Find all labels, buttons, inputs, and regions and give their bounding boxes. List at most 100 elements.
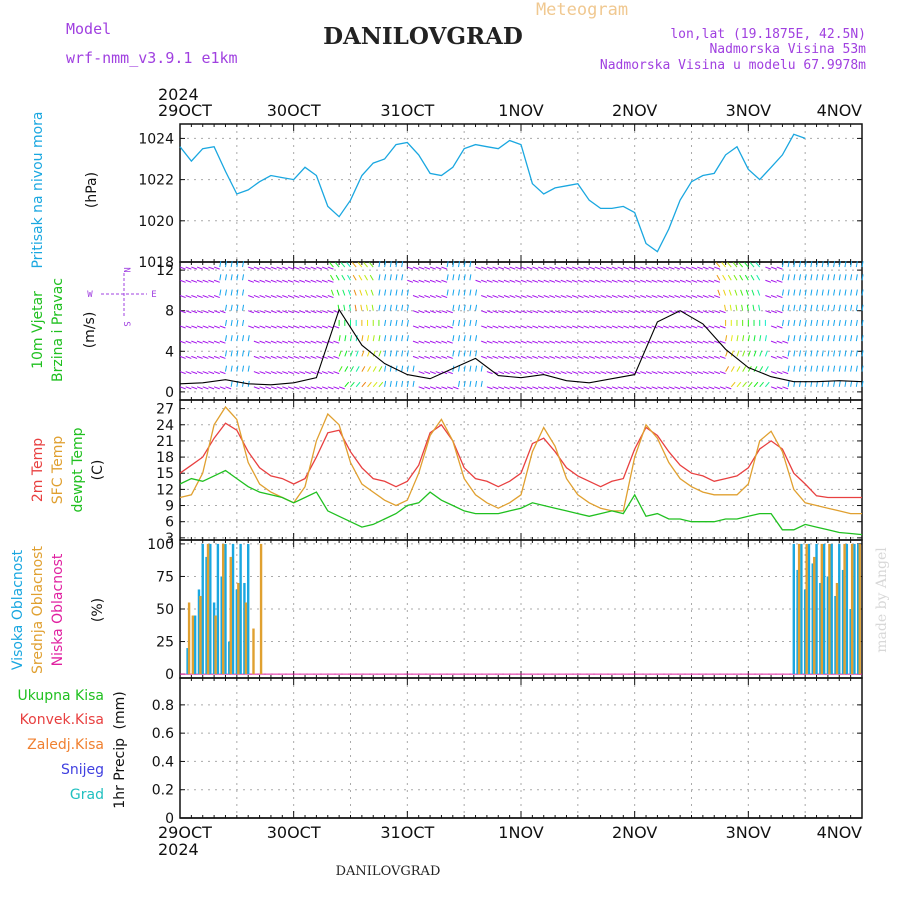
wind-barb bbox=[623, 340, 630, 344]
wind-barb bbox=[850, 289, 853, 296]
wind-barb bbox=[537, 295, 544, 299]
wind-barb bbox=[418, 386, 425, 390]
cloud-high-bar bbox=[228, 641, 231, 675]
wind-speed-line bbox=[179, 308, 863, 386]
wind-barb bbox=[668, 340, 675, 344]
wind-barb bbox=[844, 274, 847, 281]
wind-barb bbox=[747, 381, 753, 388]
wind-barb bbox=[486, 371, 493, 375]
wind-barb bbox=[276, 371, 283, 375]
wind-barb bbox=[526, 355, 533, 359]
wind-barb bbox=[617, 355, 624, 359]
wind-barb bbox=[418, 340, 425, 344]
precip-unit: (mm) bbox=[112, 691, 128, 729]
wind-barb bbox=[196, 325, 203, 329]
wind-barb bbox=[628, 325, 635, 329]
wind-barb bbox=[316, 355, 323, 359]
wind-barb bbox=[781, 289, 784, 296]
dewpt-line bbox=[179, 469, 863, 536]
pressure-line bbox=[179, 133, 806, 253]
wind-barb bbox=[781, 319, 784, 327]
wind-barb bbox=[537, 310, 544, 314]
wind-barb bbox=[481, 279, 488, 283]
y-tick-label: 0 bbox=[165, 667, 174, 683]
wind-barb bbox=[770, 355, 777, 359]
wind-barb bbox=[752, 304, 755, 311]
wind-barb bbox=[634, 266, 641, 270]
wind-barb bbox=[330, 289, 334, 296]
wind-barb bbox=[389, 304, 392, 311]
wind-barb bbox=[543, 325, 550, 329]
wind-barb bbox=[747, 366, 752, 372]
wind-barb bbox=[714, 279, 721, 283]
wind-barb bbox=[691, 371, 698, 375]
wind-barb bbox=[662, 295, 669, 299]
cloud-high-bar bbox=[220, 576, 223, 675]
wind-barb bbox=[861, 289, 864, 296]
wind-barb bbox=[816, 365, 819, 372]
wind-barb bbox=[844, 261, 847, 268]
footer-station-name: DANILOVGRAD bbox=[336, 864, 441, 879]
wind-barb bbox=[463, 304, 466, 311]
wind-barb bbox=[560, 279, 567, 283]
wind-barb bbox=[265, 325, 272, 329]
cloud-high-bar bbox=[197, 589, 201, 675]
y-tick-label: 50 bbox=[156, 602, 174, 618]
wind-barb bbox=[600, 266, 607, 270]
wind-barb bbox=[715, 262, 721, 268]
wind-barb bbox=[782, 386, 789, 390]
wind-barb bbox=[543, 386, 550, 390]
wind-barb bbox=[787, 304, 790, 311]
panels: 1018102010221024048123691215182124270255… bbox=[138, 123, 864, 827]
wind-barb bbox=[657, 355, 664, 359]
wind-barb bbox=[276, 310, 283, 314]
wind-barb bbox=[560, 295, 567, 299]
wind-barb bbox=[363, 262, 368, 268]
wind-barb bbox=[412, 266, 419, 270]
wind-barb bbox=[623, 266, 630, 270]
wind-barb bbox=[321, 310, 328, 314]
wind-barb bbox=[861, 274, 864, 281]
wind-barb bbox=[691, 279, 698, 283]
wind-barb bbox=[662, 266, 669, 270]
wind-barb bbox=[452, 335, 455, 342]
wind-barb bbox=[549, 386, 556, 390]
wind-barb bbox=[645, 355, 652, 359]
wind-barb bbox=[372, 335, 375, 342]
wind-barb bbox=[861, 319, 864, 327]
wind-barb bbox=[219, 261, 222, 268]
cloud-high-bar bbox=[834, 595, 837, 675]
wind-barb bbox=[304, 386, 311, 390]
time-axis-bottom: 29OCT 30OCT 31OCT 1NOV 2NOV 3NOV 4NOV bbox=[158, 823, 862, 842]
wind-barb bbox=[247, 365, 250, 372]
wind-barb bbox=[776, 340, 783, 344]
wind-barb bbox=[685, 325, 692, 329]
wind-barb bbox=[469, 261, 472, 268]
wind-barb bbox=[571, 325, 578, 329]
wind-barb bbox=[827, 365, 830, 372]
wind-barb bbox=[702, 279, 709, 283]
wind-barb bbox=[532, 279, 539, 283]
wind-barb bbox=[798, 365, 802, 372]
wind-barb bbox=[346, 262, 351, 268]
wind-barb bbox=[179, 310, 186, 314]
wind-barb bbox=[776, 310, 783, 314]
wind-barb bbox=[185, 340, 192, 344]
wind-barb bbox=[361, 381, 367, 388]
wind-barb bbox=[702, 340, 709, 344]
wind-barb bbox=[515, 266, 522, 270]
wind-barb bbox=[787, 335, 790, 342]
wind-barb bbox=[520, 279, 527, 283]
wind-barb bbox=[224, 261, 228, 268]
cloud-high-bar bbox=[807, 543, 811, 675]
time-tick-label: 30OCT bbox=[267, 101, 321, 120]
wind-barb bbox=[253, 355, 260, 359]
wind-barb bbox=[452, 386, 459, 390]
wind-barb bbox=[412, 279, 419, 283]
wind-barb bbox=[758, 304, 761, 311]
panel-wind: 0 4 8 12 bbox=[156, 261, 864, 401]
wind-barb bbox=[276, 340, 283, 344]
time-tick-label: 1NOV bbox=[498, 101, 543, 120]
wind-barb bbox=[358, 274, 363, 281]
wind-barb bbox=[395, 365, 398, 372]
